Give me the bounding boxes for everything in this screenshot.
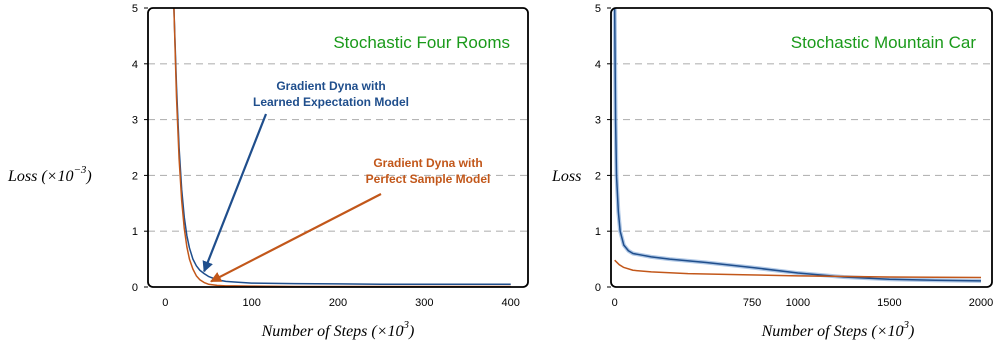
y-tick-label: 3 xyxy=(595,115,601,127)
y-axis-label: Loss xyxy=(551,168,581,185)
y-tick-label: 0 xyxy=(595,282,601,294)
series-line xyxy=(173,8,511,285)
annotation-text: Gradient Dyna with xyxy=(276,79,385,93)
x-tick-label: 0 xyxy=(612,297,618,309)
mountain-car-panel: 0 1 2 3 4 5 0 750 1000 1500 2000 Stochastic Mountai… xyxy=(551,3,993,340)
x-axis-label: Number of Steps (×103) xyxy=(261,319,415,340)
four-rooms-panel: 0 1 2 3 4 5 0 100 200 300 400 Stochastic Four Rooms… xyxy=(7,3,529,340)
annotation-text: Perfect Sample Model xyxy=(366,172,491,186)
y-tick-label: 1 xyxy=(595,226,601,238)
y-tick-label: 5 xyxy=(132,3,138,15)
chart-title: Stochastic Mountain Car xyxy=(791,33,977,52)
x-tick-label: 1000 xyxy=(786,297,810,309)
annotation-text: Gradient Dyna with xyxy=(373,156,482,170)
y-axis-label: Loss (×10−3) xyxy=(7,164,92,185)
y-axis-label-exponent: −3 xyxy=(73,164,86,176)
y-tick-label: 3 xyxy=(132,115,138,127)
annotation-text: Learned Expectation Model xyxy=(253,95,409,109)
x-axis-label: Number of Steps (×103) xyxy=(761,319,915,340)
chart-title: Stochastic Four Rooms xyxy=(333,33,510,52)
series-line xyxy=(614,259,982,279)
plot-frame xyxy=(610,7,993,288)
x-tick-label: 300 xyxy=(415,297,433,309)
x-axis-label-close: ) xyxy=(408,323,414,340)
x-axis-label-exponent: 3 xyxy=(903,319,910,331)
x-tick-label: 1500 xyxy=(877,297,901,309)
plot-frame xyxy=(147,7,529,288)
y-axis-label-close: ) xyxy=(85,168,91,185)
y-tick-label: 5 xyxy=(595,3,601,15)
y-tick-label: 2 xyxy=(132,170,138,182)
x-axis-label-close: ) xyxy=(908,323,914,340)
y-tick-label: 2 xyxy=(595,170,601,182)
x-tick-label: 750 xyxy=(743,297,761,309)
annotation-arrow xyxy=(210,193,382,283)
x-tick-label: 2000 xyxy=(969,297,993,309)
y-tick-label: 0 xyxy=(132,282,138,294)
y-tick-label: 4 xyxy=(132,59,138,71)
x-tick-label: 0 xyxy=(162,297,168,309)
series-group xyxy=(612,8,982,283)
y-tick-label: 1 xyxy=(132,226,138,238)
x-tick-label: 200 xyxy=(329,297,347,309)
x-axis-label-exponent: 3 xyxy=(403,319,410,331)
x-tick-label: 400 xyxy=(502,297,520,309)
x-tick-label: 100 xyxy=(242,297,260,309)
series-line xyxy=(613,8,982,282)
y-tick-label: 4 xyxy=(595,59,601,71)
annotation-arrow xyxy=(202,113,268,273)
